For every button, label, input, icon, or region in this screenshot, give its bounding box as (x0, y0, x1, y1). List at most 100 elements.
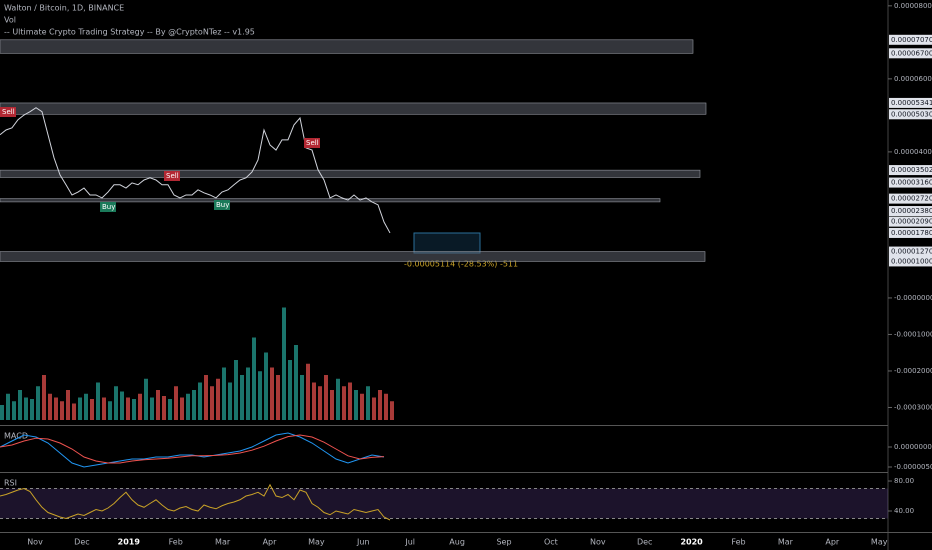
volume-bar (48, 393, 52, 420)
zone-label: 0.00005341 (891, 99, 932, 107)
volume-bar (174, 386, 178, 420)
volume-bar (348, 382, 352, 420)
x-tick-label: Apr (263, 538, 278, 547)
macd-line (0, 432, 385, 468)
x-tick-label: Mar (215, 538, 231, 547)
volume-bar (390, 401, 394, 420)
volume-bar (192, 390, 196, 420)
macd-line (0, 434, 385, 464)
zone-label-box (889, 177, 932, 188)
y-tick-label: -0.00000000 (894, 294, 932, 302)
signal-label: Sell (306, 139, 319, 147)
volume-bar (114, 386, 118, 420)
volume-bar (132, 399, 136, 420)
zone-label-box (889, 206, 932, 217)
x-tick-label: Dec (74, 538, 89, 547)
volume-bar (330, 390, 334, 420)
zone (0, 39, 694, 54)
zone (0, 251, 706, 262)
volume-bar (18, 390, 22, 420)
strategy-label: -- Ultimate Crypto Trading Strategy -- B… (4, 28, 255, 37)
volume-bar (300, 375, 304, 420)
volume-bar (258, 371, 262, 420)
zone-label-box (889, 34, 932, 45)
volume-bar (30, 399, 34, 420)
zone-label-box (889, 97, 932, 108)
zone-label-box (889, 256, 932, 267)
zone-label-box (889, 246, 932, 257)
zone-label-box (889, 109, 932, 120)
volume-bar (210, 386, 214, 420)
zone (0, 169, 701, 178)
volume-bar (342, 386, 346, 420)
price-line (0, 107, 391, 234)
volume-bar (252, 337, 256, 420)
rsi-line (0, 483, 391, 521)
volume-bar (288, 360, 292, 420)
zone-label-box (889, 193, 932, 204)
zone (0, 102, 707, 115)
volume-bar (60, 401, 64, 420)
volume-bar (378, 390, 382, 420)
volume-bar (24, 397, 28, 420)
volume-bar (204, 375, 208, 420)
volume-bar (240, 375, 244, 420)
volume-label: Vol (4, 16, 16, 25)
signal-label: Buy (102, 203, 115, 211)
volume-bar (318, 386, 322, 420)
volume-bar (216, 378, 220, 420)
volume-bar (102, 397, 106, 420)
signal-label: Sell (166, 172, 179, 180)
zone (0, 198, 661, 203)
signal-box (100, 202, 116, 212)
y-tick-label: -0.00030000 (894, 403, 932, 411)
volume-bar (144, 378, 148, 420)
x-tick-label: 2019 (118, 538, 141, 547)
signal-label: Sell (2, 108, 15, 116)
y-tick-label: 80.00 (894, 477, 914, 485)
y-tick-label: -0.00010000 (894, 330, 932, 338)
volume-bar (336, 378, 340, 420)
y-tick-label: 0.00000000 (894, 443, 932, 451)
x-tick-label: Dec (637, 538, 652, 547)
x-tick-label: Oct (544, 538, 558, 547)
symbol-title: Walton / Bitcoin, 1D, BINANCE (4, 4, 124, 13)
x-tick-label: Jul (404, 538, 415, 547)
volume-bar (90, 399, 94, 420)
volume-bar (36, 386, 40, 420)
x-tick-label: Apr (825, 538, 840, 547)
volume-bar (246, 367, 250, 420)
volume-bar (324, 375, 328, 420)
volume-bar (372, 397, 376, 420)
y-tick-label: 0.00004000 (894, 148, 932, 156)
volume-bar (168, 399, 172, 420)
volume-bar (276, 375, 280, 420)
zone-label: 0.00001000 (891, 257, 932, 265)
volume-bar (96, 382, 100, 420)
signal-box (0, 107, 16, 117)
x-tick-label: May (871, 538, 888, 547)
zone-label: 0.00007070 (891, 36, 932, 44)
volume-bar (198, 382, 202, 420)
volume-bar (306, 363, 310, 420)
zone-label: 0.00001270 (891, 248, 932, 256)
x-tick-label: Feb (731, 538, 745, 547)
signal-box (304, 138, 320, 148)
y-tick-label: -0.00020000 (894, 367, 932, 375)
volume-bar (162, 396, 166, 420)
zone-label-box (889, 227, 932, 238)
zone-label: 0.00002720 (891, 195, 932, 203)
zone-label: 0.00005030 (891, 110, 932, 118)
y-tick-label: -0.00000500 (894, 463, 932, 471)
rsi-band (0, 488, 888, 519)
volume-bar (72, 403, 76, 420)
zone-label: 0.00003160 (891, 179, 932, 187)
volume-bar (180, 397, 184, 420)
zone-label: 0.00002090 (891, 218, 932, 226)
measure-box (413, 232, 481, 254)
x-tick-label: Mar (778, 538, 794, 547)
